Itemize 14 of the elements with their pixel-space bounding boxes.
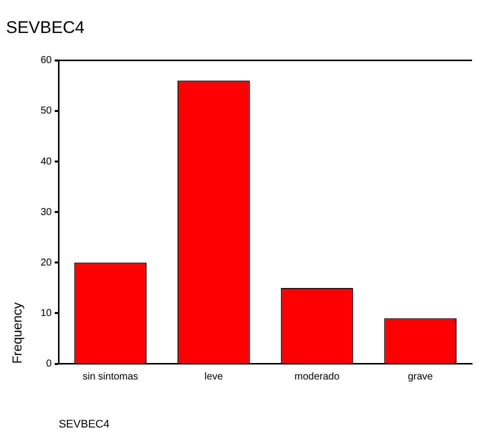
- y-axis-title: Frequency: [9, 302, 24, 364]
- x-tick-label: grave: [408, 372, 434, 383]
- y-tick-label: 50: [40, 106, 52, 117]
- y-tick-label: 0: [46, 358, 52, 370]
- y-tick-label: 10: [40, 308, 52, 319]
- x-tick-label: sin sintomas: [82, 372, 138, 383]
- y-tick-label: 30: [40, 206, 52, 218]
- chart-title: SEVBEC4: [6, 18, 84, 37]
- y-tick-label: 20: [40, 257, 52, 268]
- x-tick-label: moderado: [294, 372, 340, 383]
- y-tick-label: 40: [40, 156, 52, 168]
- y-tick-label: 60: [40, 55, 52, 66]
- x-tick-label: leve: [204, 372, 224, 383]
- x-axis-title: SEVBEC4: [58, 418, 110, 430]
